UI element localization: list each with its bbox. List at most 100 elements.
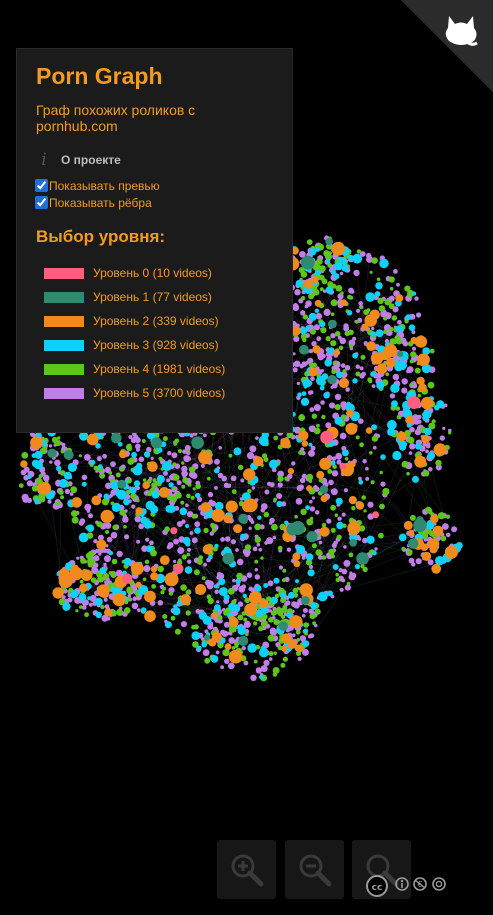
graph-node[interactable] <box>99 567 107 575</box>
graph-node[interactable] <box>233 626 237 630</box>
graph-node[interactable] <box>253 659 258 664</box>
graph-node[interactable] <box>163 470 168 476</box>
graph-node[interactable] <box>273 497 277 502</box>
graph-node[interactable] <box>352 253 363 264</box>
graph-node[interactable] <box>315 247 321 252</box>
graph-node[interactable] <box>42 474 50 482</box>
graph-node[interactable] <box>224 658 230 664</box>
graph-node[interactable] <box>384 299 391 306</box>
graph-node[interactable] <box>388 276 395 283</box>
graph-node[interactable] <box>448 431 452 435</box>
graph-node[interactable] <box>352 352 358 359</box>
graph-node[interactable] <box>181 554 187 560</box>
graph-node[interactable] <box>341 264 349 272</box>
graph-node[interactable] <box>132 596 137 601</box>
graph-node[interactable] <box>253 621 258 626</box>
graph-node[interactable] <box>311 543 317 549</box>
graph-node[interactable] <box>289 615 303 629</box>
graph-node[interactable] <box>312 345 321 354</box>
graph-node[interactable] <box>57 436 61 440</box>
graph-node[interactable] <box>257 515 262 520</box>
graph-node[interactable] <box>417 414 422 420</box>
graph-node[interactable] <box>249 445 257 453</box>
graph-node[interactable] <box>142 577 147 582</box>
graph-node[interactable] <box>218 578 226 586</box>
graph-node[interactable] <box>291 247 299 255</box>
graph-node[interactable] <box>250 674 257 681</box>
graph-node[interactable] <box>210 522 216 529</box>
graph-node[interactable] <box>300 255 315 270</box>
graph-node[interactable] <box>105 523 110 529</box>
graph-node[interactable] <box>355 371 361 377</box>
graph-node[interactable] <box>110 586 117 593</box>
graph-node[interactable] <box>297 392 302 398</box>
graph-node[interactable] <box>311 276 319 284</box>
graph-node[interactable] <box>110 461 116 467</box>
graph-node[interactable] <box>156 447 163 453</box>
graph-node[interactable] <box>435 459 442 467</box>
graph-node[interactable] <box>58 574 73 589</box>
graph-node[interactable] <box>409 359 414 364</box>
graph-node[interactable] <box>205 579 211 586</box>
graph-node[interactable] <box>298 450 304 455</box>
graph-node[interactable] <box>319 457 332 470</box>
graph-node[interactable] <box>294 289 301 296</box>
graph-node[interactable] <box>323 308 331 316</box>
graph-node[interactable] <box>86 433 99 446</box>
graph-node[interactable] <box>90 459 96 465</box>
graph-node[interactable] <box>340 291 344 295</box>
graph-node[interactable] <box>144 610 156 622</box>
graph-node[interactable] <box>355 320 359 324</box>
graph-node[interactable] <box>359 366 364 371</box>
graph-node[interactable] <box>100 604 105 610</box>
graph-node[interactable] <box>87 596 92 601</box>
graph-node[interactable] <box>343 488 348 493</box>
graph-node[interactable] <box>425 443 431 449</box>
graph-node[interactable] <box>408 451 413 455</box>
graph-node[interactable] <box>220 629 226 635</box>
graph-node[interactable] <box>108 571 113 575</box>
graph-node[interactable] <box>220 665 225 670</box>
graph-node[interactable] <box>319 526 330 537</box>
show-edges-option[interactable]: Показывать рёбра <box>35 194 160 211</box>
graph-node[interactable] <box>117 479 127 489</box>
graph-node[interactable] <box>313 404 321 412</box>
graph-node[interactable] <box>356 552 369 565</box>
graph-node[interactable] <box>253 456 264 467</box>
graph-node[interactable] <box>229 617 239 627</box>
graph-node[interactable] <box>235 578 241 584</box>
graph-node[interactable] <box>334 404 341 411</box>
graph-node[interactable] <box>81 481 87 487</box>
graph-node[interactable] <box>339 337 347 345</box>
graph-node[interactable] <box>192 487 196 491</box>
graph-node[interactable] <box>123 557 132 566</box>
graph-node[interactable] <box>119 509 126 516</box>
graph-node[interactable] <box>119 450 127 459</box>
graph-node[interactable] <box>316 470 325 479</box>
graph-node[interactable] <box>292 587 299 594</box>
graph-node[interactable] <box>336 534 342 540</box>
graph-node[interactable] <box>299 344 309 355</box>
graph-node[interactable] <box>425 449 429 454</box>
graph-node[interactable] <box>338 345 344 351</box>
graph-node[interactable] <box>400 440 408 448</box>
graph-node[interactable] <box>309 633 315 639</box>
graph-node[interactable] <box>271 467 277 473</box>
graph-node[interactable] <box>133 434 139 440</box>
graph-node[interactable] <box>138 456 145 463</box>
graph-node[interactable] <box>110 610 117 617</box>
graph-node[interactable] <box>300 397 310 406</box>
graph-node[interactable] <box>79 579 84 584</box>
graph-node[interactable] <box>254 568 258 572</box>
graph-node[interactable] <box>308 442 313 447</box>
graph-node[interactable] <box>305 326 310 331</box>
graph-node[interactable] <box>173 538 179 545</box>
show-previews-checkbox[interactable] <box>35 179 48 192</box>
graph-node[interactable] <box>47 448 57 458</box>
graph-node[interactable] <box>111 558 118 565</box>
graph-node[interactable] <box>383 316 388 321</box>
graph-node[interactable] <box>194 521 201 528</box>
graph-node[interactable] <box>306 485 313 492</box>
graph-node[interactable] <box>364 314 378 327</box>
